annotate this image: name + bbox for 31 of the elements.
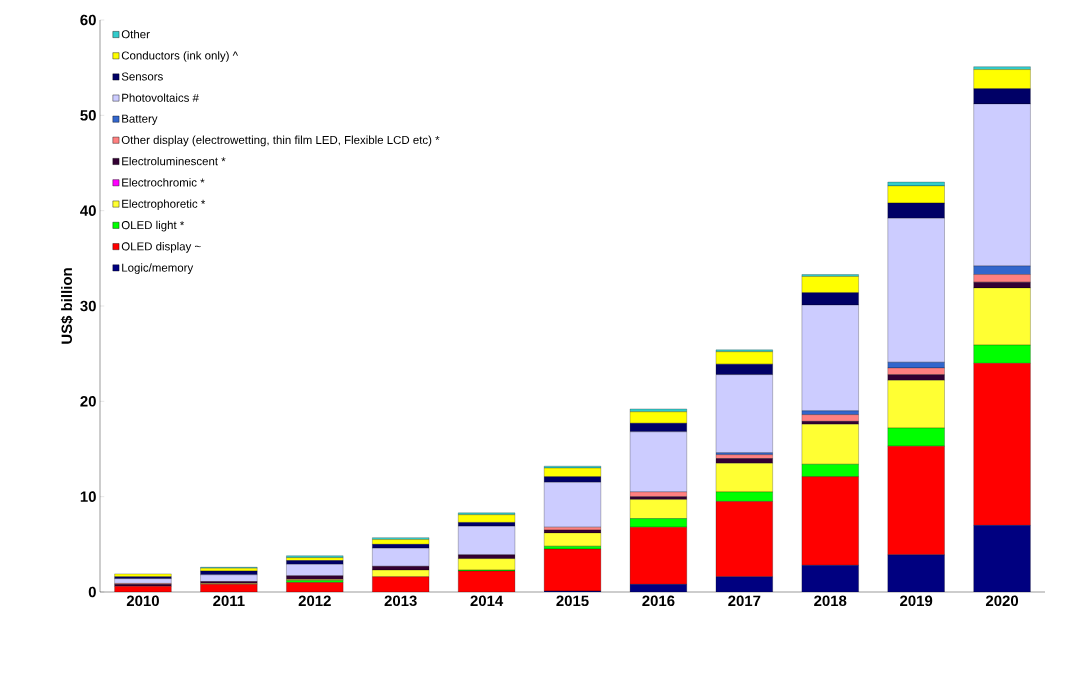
legend-label: OLED display ~ bbox=[121, 242, 201, 253]
x-tick-label: 2012 bbox=[298, 595, 331, 607]
x-tick-label: 2010 bbox=[126, 595, 159, 607]
x-tick-label: 2018 bbox=[814, 595, 847, 607]
x-tick-label: 2016 bbox=[642, 595, 675, 607]
legend-label: Electrophoretic * bbox=[122, 199, 206, 211]
y-tick-label: 60 bbox=[80, 14, 96, 26]
x-tick-label: 2013 bbox=[384, 595, 417, 607]
legend-label: Electroluminescent * bbox=[122, 156, 226, 166]
x-tick-label: 2015 bbox=[556, 595, 589, 607]
legend-label: Conductors (ink only) ^ bbox=[121, 51, 238, 62]
y-tick-label: 10 bbox=[80, 491, 96, 502]
legend-label: Electrochromic * bbox=[122, 178, 205, 187]
x-tick-label: 2011 bbox=[213, 595, 245, 607]
x-tick-label: 2017 bbox=[728, 595, 761, 607]
legend-label: Sensors bbox=[121, 72, 163, 81]
legend-label: OLED light * bbox=[121, 220, 185, 232]
legend-label: Photovoltaics # bbox=[122, 93, 199, 102]
legend-label: Battery bbox=[122, 114, 158, 125]
legend-label: Other bbox=[121, 29, 150, 39]
legend-label: Logic/memory bbox=[122, 263, 194, 274]
legend-label: Other display (electrowetting, thin film LED, Flexible LCD etc) * bbox=[121, 135, 440, 147]
y-tick-label: 0 bbox=[88, 586, 96, 598]
x-tick-label: 2020 bbox=[985, 595, 1019, 607]
x-tick-label: 2014 bbox=[470, 595, 504, 607]
x-tick-label: 2019 bbox=[900, 595, 933, 607]
y-tick-label: 40 bbox=[80, 205, 96, 216]
y-tick-label: 30 bbox=[80, 300, 96, 312]
y-tick-label: 50 bbox=[80, 110, 96, 121]
y-tick-label: 20 bbox=[80, 396, 96, 407]
y-axis-title: US$ billion bbox=[60, 268, 74, 344]
